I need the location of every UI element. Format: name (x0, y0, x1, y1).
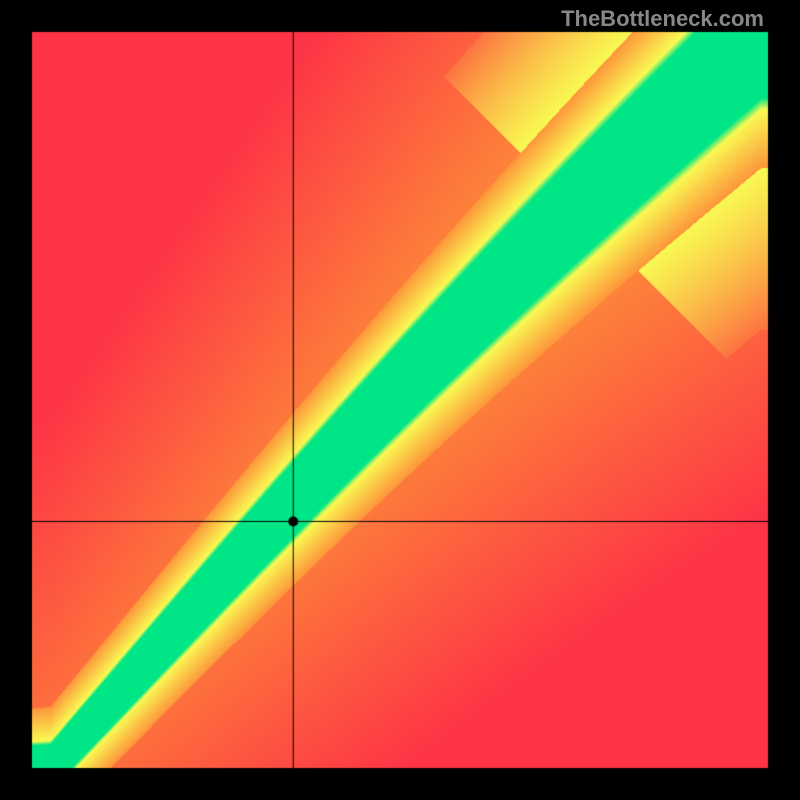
watermark-text: TheBottleneck.com (561, 6, 764, 32)
chart-container: TheBottleneck.com (0, 0, 800, 800)
bottleneck-heatmap (0, 0, 800, 800)
